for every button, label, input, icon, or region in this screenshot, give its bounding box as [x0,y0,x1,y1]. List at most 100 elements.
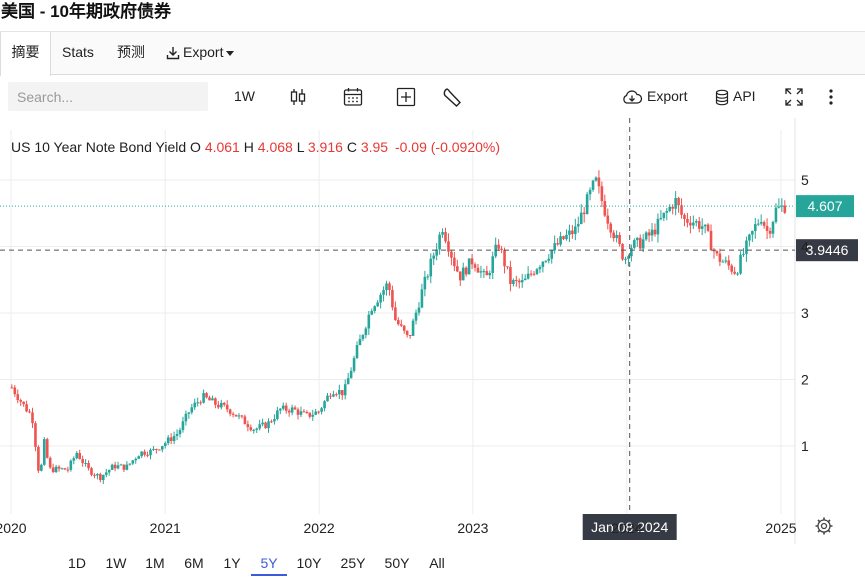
candle-body [172,435,176,442]
tab-stats[interactable]: Stats [62,44,94,60]
candle-body [54,466,58,473]
candle-body [13,387,17,395]
candle-body [697,221,701,229]
candle-body [163,443,167,447]
candle-body [63,468,67,470]
candle-body [612,232,615,239]
tab-summary[interactable]: 摘要 [0,32,51,76]
candle-body [134,458,138,461]
candle-body [90,468,93,475]
range-1w[interactable]: 1W [105,555,127,571]
range-25y[interactable]: 25Y [340,555,366,571]
crosshair-price-tag [796,239,858,262]
candle-body [447,241,450,252]
range-5y[interactable]: 5Y [251,550,287,576]
candle-body [42,439,46,465]
candle-body [75,452,79,459]
range-all[interactable]: All [429,555,445,571]
crosshair-date-tag [582,514,677,540]
candle-body [373,306,377,311]
candlestick-icon[interactable] [287,86,309,108]
candle-body [402,325,406,331]
range-6m[interactable]: 6M [184,555,204,571]
tab-export[interactable]: Export [166,32,235,74]
candle-body [28,411,31,413]
candle-body [630,247,633,257]
candle-body [762,222,766,226]
range-50y[interactable]: 50Y [384,555,410,571]
api-button[interactable]: API [715,76,756,116]
candle-body [571,230,574,235]
candle-body [87,462,90,469]
interval-button[interactable]: 1W [234,88,255,104]
candle-body [432,255,436,259]
page-title: 美国 - 10年期政府债券 [1,2,172,21]
candle-body [721,261,725,263]
search-input[interactable] [8,82,208,111]
crosshair-date-label: Jan 08 2024 [591,519,668,535]
candle-body [287,410,291,413]
candle-body [93,474,96,476]
candle-body [205,393,208,398]
candle-body [556,243,559,245]
plus-box-icon[interactable] [395,86,417,108]
candle-body [184,413,188,422]
candle-body [765,225,769,231]
candle-body [51,467,55,473]
candle-body [78,452,81,459]
legend-change-value: -0.09 (-0.0920%) [394,139,501,155]
candle-body [594,177,598,181]
chart-grid [0,118,796,544]
candle-body [273,419,276,422]
tab-forecast[interactable]: 预测 [117,44,145,60]
candle-body [217,404,220,408]
candle-body [391,289,394,308]
more-vertical-icon[interactable] [820,86,842,108]
candle-body [122,464,126,470]
candle-body [627,256,630,259]
wrench-icon[interactable] [441,86,463,108]
last-price-tag [796,195,854,218]
candle-body [128,463,132,465]
candle-body [467,258,471,275]
candle-body [252,429,256,431]
candle-body [19,400,22,402]
candle-body [742,253,745,255]
candle-body [399,324,403,326]
candle-body [107,469,111,473]
candle-body [314,411,318,415]
range-1y[interactable]: 1Y [223,555,241,571]
range-1d[interactable]: 1D [68,555,86,571]
candle-body [376,302,379,307]
candle-body [358,339,362,346]
candle-body [748,234,751,241]
candle-body [759,222,763,224]
candle-body [293,407,297,410]
range-10y[interactable]: 10Y [296,555,322,571]
candle-body [644,232,648,240]
export-button[interactable]: Export [621,76,687,116]
candle-body [582,212,586,215]
candle-body [267,421,270,429]
candle-body [435,249,438,256]
candle-body [411,320,415,336]
candle-body [394,307,397,321]
calendar-icon[interactable] [342,86,364,108]
candle-body [538,267,542,270]
candle-body [48,457,52,468]
candle-body [101,474,105,481]
gear-icon[interactable] [814,516,834,536]
candle-body [562,236,565,240]
candle-body [299,411,303,415]
candle-body [692,222,695,226]
fullscreen-icon[interactable] [783,86,805,108]
candle-body [302,411,306,413]
range-1m[interactable]: 1M [145,555,165,571]
candle-body [768,230,772,234]
legend-open-label: O [190,139,201,155]
candle-body [456,266,459,272]
candle-body [349,370,353,379]
candle-body [423,276,427,290]
candle-body [503,250,506,267]
